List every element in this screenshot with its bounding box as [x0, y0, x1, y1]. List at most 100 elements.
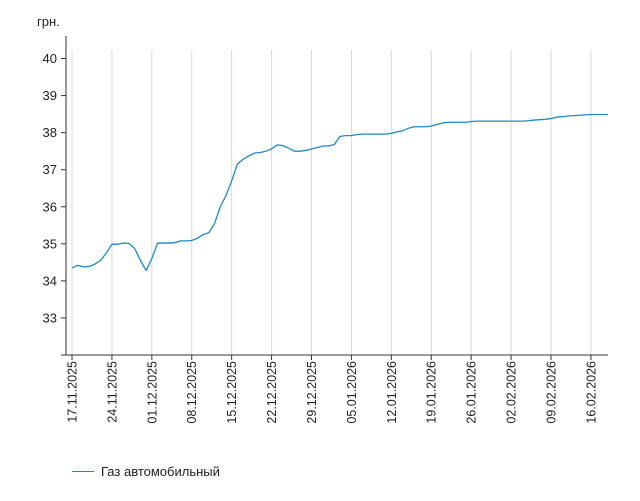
data-point [264, 149, 268, 153]
data-point [475, 119, 479, 123]
x-tick-label: 08.12.2025 [185, 361, 199, 424]
data-point [315, 145, 319, 149]
data-point [235, 162, 239, 166]
data-point [292, 149, 296, 153]
data-point [543, 117, 547, 121]
data-point [121, 241, 125, 245]
x-tick-label: 19.01.2026 [425, 361, 439, 424]
data-point [70, 266, 74, 270]
data-point [372, 132, 376, 136]
y-tick-label: 36 [43, 199, 57, 214]
data-point [178, 239, 182, 243]
data-point [87, 264, 91, 268]
data-point [515, 119, 519, 123]
x-tick-label: 16.02.2026 [584, 361, 598, 424]
data-point [309, 147, 313, 151]
x-tick-label: 12.01.2026 [385, 361, 399, 424]
data-point [554, 115, 558, 119]
data-point [418, 125, 422, 129]
data-point [76, 263, 80, 267]
data-point [452, 120, 456, 124]
data-point [509, 119, 513, 123]
x-tick-label: 26.01.2026 [465, 361, 479, 424]
data-point [98, 258, 102, 262]
data-point [389, 131, 393, 135]
data-point [258, 150, 262, 154]
data-point [218, 205, 222, 209]
data-point [594, 112, 598, 116]
data-point [458, 120, 462, 124]
data-point [355, 132, 359, 136]
data-point [326, 144, 330, 148]
y-tick-label: 35 [43, 236, 57, 251]
x-tick-label: 05.01.2026 [345, 361, 359, 424]
gridlines [71, 50, 592, 355]
data-point [486, 119, 490, 123]
data-point [572, 113, 576, 117]
data-point [161, 241, 165, 245]
data-point [298, 149, 302, 153]
y-axis-unit-label: грн. [37, 14, 60, 29]
x-tick-label: 02.02.2026 [505, 361, 519, 424]
y-tick-label: 33 [43, 310, 57, 325]
data-point [383, 132, 387, 136]
series-lines [70, 112, 610, 272]
data-point [606, 112, 610, 116]
y-tick-label: 38 [43, 125, 57, 140]
series-line-0 [71, 113, 608, 272]
data-point [469, 119, 473, 123]
data-point [167, 241, 171, 245]
data-point [463, 120, 467, 124]
data-point [395, 130, 399, 134]
data-point [286, 146, 290, 150]
data-point [589, 112, 593, 116]
data-point [429, 124, 433, 128]
data-point [304, 148, 308, 152]
legend[interactable]: Газ автомобильный [72, 464, 220, 479]
data-point [600, 112, 604, 116]
data-point [195, 236, 199, 240]
data-point [401, 129, 405, 133]
x-tick-label: 17.11.2025 [66, 361, 80, 423]
y-tick-label: 34 [43, 273, 57, 288]
data-point [497, 119, 501, 123]
data-point [344, 133, 348, 137]
data-point [81, 265, 85, 269]
data-point [537, 117, 541, 121]
data-point [503, 119, 507, 123]
data-point [212, 221, 216, 225]
data-point [480, 119, 484, 123]
legend-swatch [72, 471, 94, 472]
data-point [150, 256, 154, 260]
data-point [207, 231, 211, 235]
data-point [275, 143, 279, 147]
data-point [492, 119, 496, 123]
x-tick-label: 29.12.2025 [305, 361, 319, 424]
data-point [138, 258, 142, 262]
x-tick-label: 22.12.2025 [265, 361, 279, 424]
data-point [583, 113, 587, 117]
data-point [269, 147, 273, 151]
data-point [144, 268, 148, 272]
legend-label: Газ автомобильный [101, 464, 220, 479]
data-point [366, 132, 370, 136]
data-point [321, 144, 325, 148]
data-point [127, 241, 131, 245]
data-point [526, 119, 530, 123]
data-point [172, 241, 176, 245]
x-tick-label: 15.12.2025 [225, 361, 239, 424]
x-tick-label: 24.11.2025 [105, 361, 119, 423]
data-point [110, 242, 114, 246]
data-point [532, 118, 536, 122]
data-point [560, 115, 564, 119]
data-point [155, 241, 159, 245]
axes [61, 36, 608, 360]
data-point [361, 132, 365, 136]
data-point [338, 134, 342, 138]
data-point [201, 232, 205, 236]
data-point [566, 114, 570, 118]
data-point [378, 132, 382, 136]
y-tick-labels: 33 34 35 36 37 38 39 40 [43, 51, 57, 325]
data-point [133, 246, 137, 250]
